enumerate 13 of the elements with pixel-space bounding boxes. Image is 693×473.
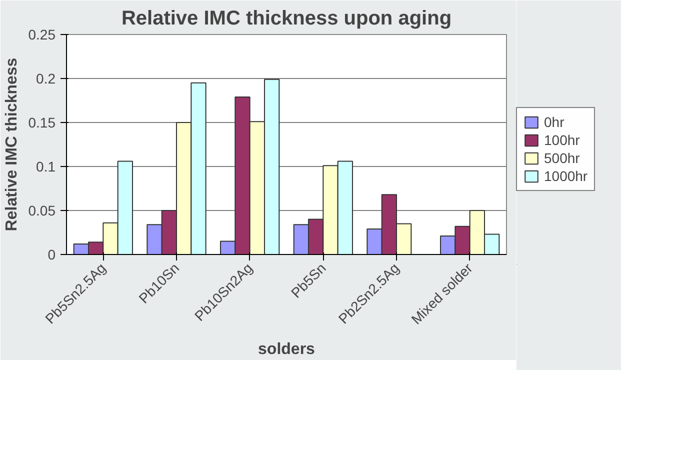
y-tick-label: 0.2	[36, 70, 56, 86]
chart-title: Relative IMC thickness upon aging	[121, 8, 452, 30]
y-tick-label: 0	[48, 246, 56, 262]
legend-label: 100hr	[544, 132, 580, 148]
legend-label: 1000hr	[544, 168, 588, 184]
y-axis-title: Relative IMC thickness	[3, 58, 20, 232]
y-tick-label: 0.1	[36, 158, 56, 174]
y-tick-label: 0.05	[28, 202, 56, 218]
x-axis-title: solders	[258, 340, 316, 358]
legend-label: 0hr	[544, 114, 564, 130]
legend-label: 500hr	[544, 150, 580, 166]
y-tick-label: 0.15	[28, 114, 56, 130]
y-tick-label: 0.25	[28, 26, 56, 42]
